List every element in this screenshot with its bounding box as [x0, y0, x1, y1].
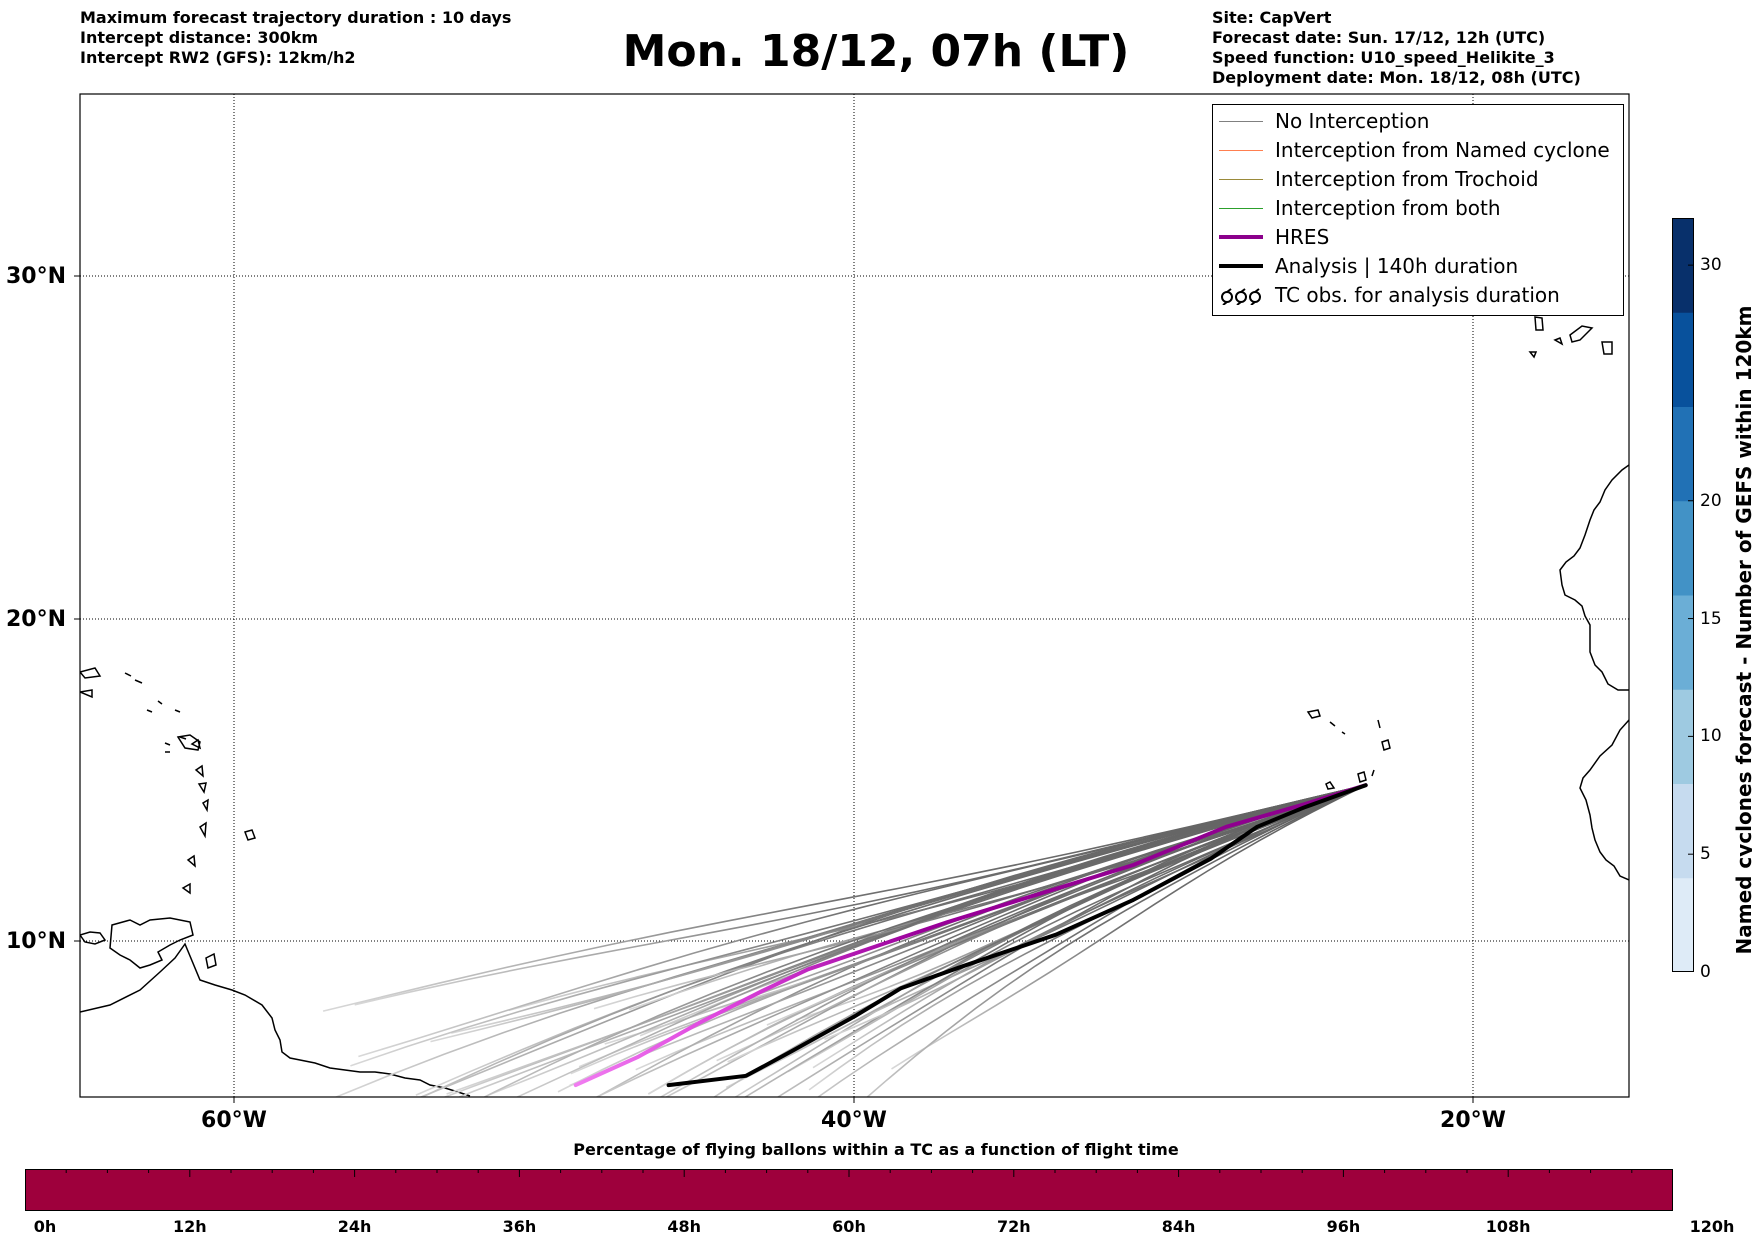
legend-label: Interception from Named cyclone	[1275, 138, 1610, 162]
colorbar-tick-label: 10	[1700, 726, 1722, 747]
legend-label: TC obs. for analysis duration	[1275, 283, 1560, 307]
legend-item-tc-obs: TC obs. for analysis duration	[1213, 281, 1623, 310]
colorbar-label: Named cyclones forecast - Number of GEFS…	[1732, 305, 1752, 955]
legend-item-no-interception: No Interception	[1213, 107, 1623, 136]
colorbar-tick-label: 30	[1700, 255, 1722, 276]
ensemble-trajectory	[743, 784, 1366, 1097]
coast-puerto-rico	[244, 829, 256, 841]
ensemble-trajectory	[628, 784, 1366, 1011]
legend-label: No Interception	[1275, 109, 1430, 133]
colorbar-frame	[1672, 218, 1694, 972]
colorbar-segment	[1672, 595, 1694, 690]
lon-label-20w: 20°W	[1440, 1108, 1506, 1133]
colorbar	[1672, 218, 1694, 972]
axis-ticks	[74, 275, 1474, 1103]
legend-label: Analysis | 140h duration	[1275, 254, 1519, 278]
coast-trinidad	[205, 952, 217, 970]
lat-label-20n: 20°N	[5, 607, 66, 632]
coast-antilles-north	[80, 667, 201, 753]
bottom-bar-title: Percentage of flying ballons within a TC…	[573, 1140, 1179, 1159]
bottom-bar-tick-label: 48h	[667, 1217, 702, 1236]
intercept-rw2-text: Intercept RW2 (GFS): 12km/h2	[80, 48, 356, 67]
legend-swatch	[1219, 121, 1263, 122]
legend-item-trochoid: Interception from Trochoid	[1213, 165, 1623, 194]
coast-africa-south	[1579, 719, 1629, 881]
legend-item-analysis: Analysis | 140h duration	[1213, 252, 1623, 281]
colorbar-segment	[1672, 406, 1694, 502]
coast-africa	[1559, 464, 1629, 691]
bottom-bar-tick-label: 72h	[996, 1217, 1031, 1236]
legend-swatch	[1219, 208, 1263, 209]
bottom-bar-tick-label: 108h	[1485, 1217, 1531, 1236]
bottom-bar-tick-label: 0h	[33, 1217, 57, 1236]
legend-swatch	[1219, 150, 1263, 151]
page-title: Mon. 18/12, 07h (LT)	[622, 26, 1130, 77]
lon-label-60w: 60°W	[201, 1108, 267, 1133]
ensemble-trajectory	[322, 784, 1366, 1012]
coast-cape-verde	[1306, 709, 1391, 790]
bottom-bar-tick-label: 60h	[832, 1217, 866, 1236]
ensemble-trajectory	[824, 784, 1367, 1041]
ensemble-trajectory	[766, 784, 1367, 1026]
site-text: Site: CapVert	[1212, 8, 1332, 27]
ensemble-trajectory	[659, 784, 1366, 1097]
tc-symbol-icon	[1221, 288, 1261, 305]
deployment-date-text: Deployment date: Mon. 18/12, 08h (UTC)	[1212, 68, 1581, 87]
colorbar-tick-label: 15	[1700, 608, 1722, 629]
ensemble-trajectory	[891, 784, 1367, 1070]
max-duration-text: Maximum forecast trajectory duration : 1…	[80, 8, 512, 27]
colorbar-segment	[1672, 783, 1694, 879]
legend-swatch	[1219, 264, 1263, 268]
legend-label: Interception from Trochoid	[1275, 167, 1539, 191]
legend: No Interception Interception from Named …	[1212, 104, 1624, 316]
colorbar-tick-label: 0	[1700, 962, 1711, 982]
bottom-bar-tick-label: 120h	[1689, 1217, 1735, 1236]
colorbar-segment	[1672, 877, 1694, 972]
ensemble-trajectories	[322, 784, 1367, 1097]
hres-trajectory	[573, 783, 1368, 1088]
bottom-bar-tick-label: 24h	[337, 1217, 372, 1236]
colorbar-segment	[1672, 500, 1694, 596]
coast-south-america	[80, 942, 471, 1097]
bottom-bar-tick-label: 12h	[172, 1217, 207, 1236]
forecast-date-text: Forecast date: Sun. 17/12, 12h (UTC)	[1212, 28, 1546, 47]
legend-label: HRES	[1275, 225, 1330, 249]
ensemble-trajectory	[482, 784, 1366, 1097]
legend-swatch	[1219, 235, 1263, 239]
header-left: Maximum forecast trajectory duration : 1…	[80, 8, 511, 68]
bottom-bar-ticks	[25, 1169, 1673, 1177]
lat-label-10n: 10°N	[5, 929, 66, 954]
legend-item-both: Interception from both	[1213, 194, 1623, 223]
colorbar-segment	[1672, 689, 1694, 784]
colorbar-segment	[1672, 218, 1694, 313]
coast-canary-islands	[1528, 316, 1613, 359]
bottom-bar-tick-label: 84h	[1161, 1217, 1196, 1236]
intercept-distance-text: Intercept distance: 300km	[80, 28, 319, 47]
speed-function-text: Speed function: U10_speed_Helikite_3	[1212, 48, 1555, 67]
bottom-bar-tick-label: 36h	[502, 1217, 537, 1236]
legend-item-named-cyclone: Interception from Named cyclone	[1213, 136, 1623, 165]
lat-label-30n: 30°N	[5, 264, 66, 289]
legend-label: Interception from both	[1275, 196, 1501, 220]
ensemble-trajectory	[866, 784, 1367, 1097]
colorbar-tick-label: 5	[1700, 844, 1711, 865]
colorbar-segment	[1672, 312, 1694, 407]
header-right: Site: CapVert Forecast date: Sun. 17/12,…	[1212, 8, 1581, 88]
legend-item-hres: HRES	[1213, 223, 1623, 252]
tc-percentage-bar	[25, 1169, 1673, 1211]
analysis-trajectory	[666, 783, 1368, 1088]
coastlines	[80, 316, 1629, 1097]
coast-venezuela-islands	[80, 917, 194, 969]
ensemble-trajectory	[430, 784, 1366, 1043]
bottom-bar-tick-label: 96h	[1326, 1217, 1361, 1236]
legend-swatch	[1219, 179, 1263, 180]
colorbar-tick-label: 20	[1700, 490, 1722, 511]
lon-label-40w: 40°W	[821, 1108, 887, 1133]
